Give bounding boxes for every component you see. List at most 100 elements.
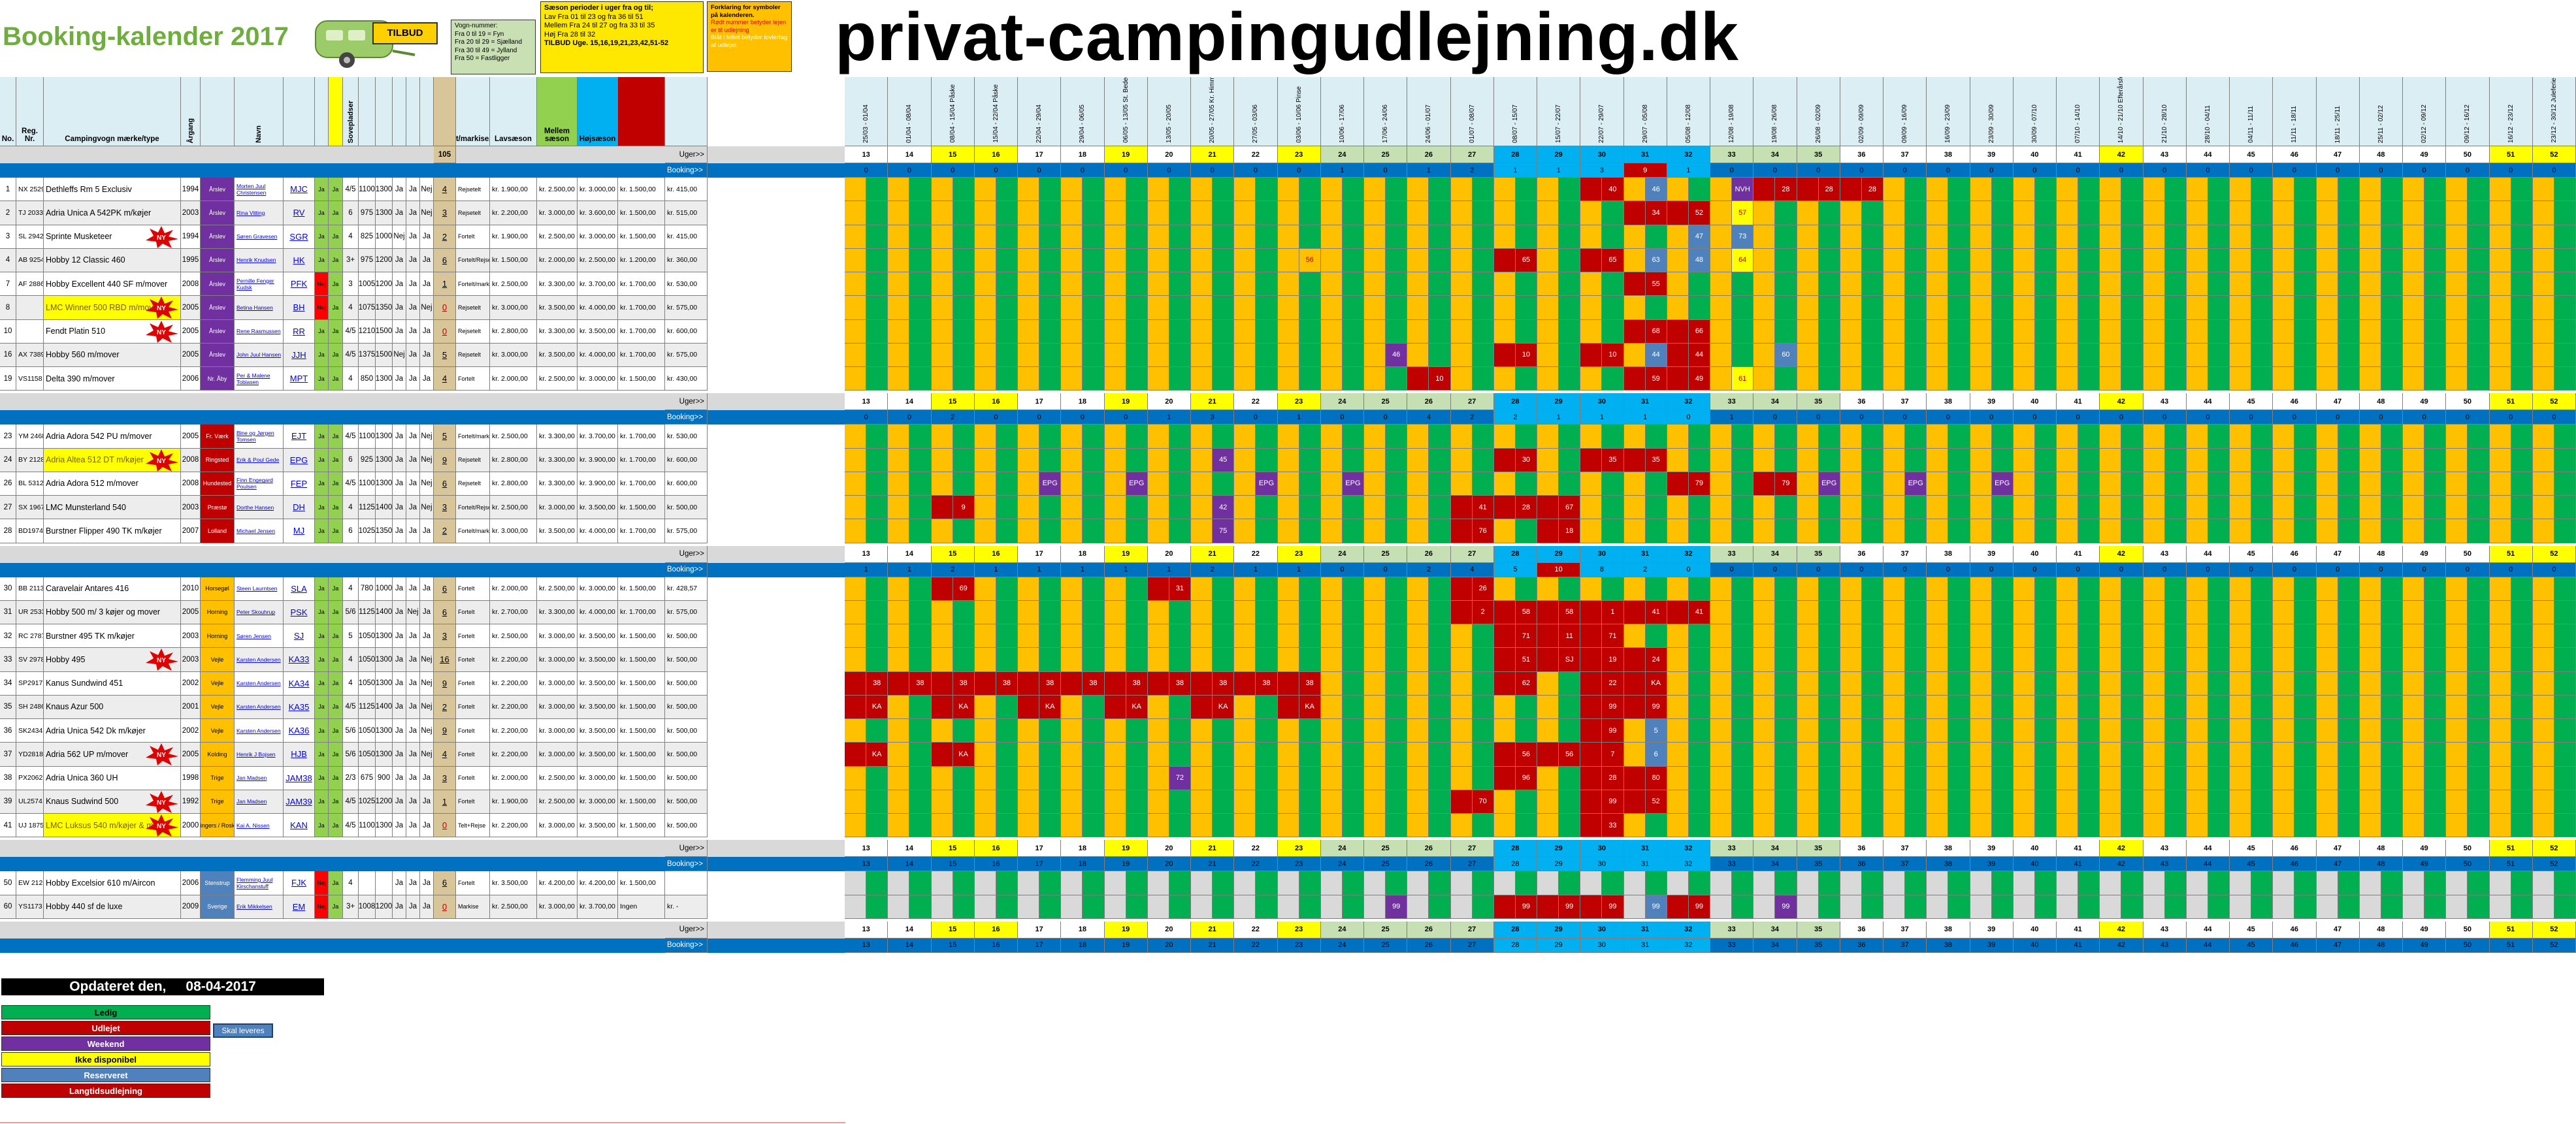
booking-cell[interactable]: 52 — [1645, 790, 1667, 814]
column-header-name[interactable]: Navn — [235, 77, 284, 146]
booking-cell[interactable] — [1840, 248, 1862, 272]
booking-cell[interactable] — [974, 577, 996, 601]
booking-cell[interactable] — [1883, 648, 1906, 672]
booking-cell[interactable] — [1191, 425, 1213, 449]
booking-cell[interactable] — [1623, 296, 1646, 320]
booking-cell[interactable] — [1039, 248, 1062, 272]
booking-cell[interactable] — [931, 367, 953, 391]
booking-cell[interactable]: 71 — [1515, 624, 1537, 649]
booking-cell[interactable] — [2186, 319, 2208, 344]
booking-cell[interactable] — [2273, 671, 2295, 696]
cell-ini[interactable]: MJC — [284, 178, 315, 202]
booking-cell[interactable] — [1472, 871, 1494, 895]
booking-cell[interactable] — [2359, 766, 2381, 790]
booking-cell[interactable] — [1991, 766, 2014, 790]
booking-cell[interactable] — [1732, 343, 1754, 367]
booking-cell[interactable] — [2511, 719, 2533, 743]
booking-cell[interactable] — [1559, 367, 1581, 391]
booking-cell[interactable] — [2013, 871, 2035, 895]
booking-cell[interactable] — [2554, 319, 2576, 344]
booking-cell[interactable] — [888, 895, 910, 919]
booking-cell[interactable] — [845, 766, 867, 790]
booking-cell[interactable] — [1213, 201, 1235, 225]
booking-cell[interactable]: 66 — [1688, 319, 1710, 344]
booking-cell[interactable] — [866, 895, 889, 919]
booking-cell[interactable] — [1039, 343, 1062, 367]
booking-cell[interactable] — [2208, 519, 2230, 543]
booking-cell[interactable] — [996, 343, 1018, 367]
booking-cell[interactable] — [1147, 766, 1169, 790]
booking-cell[interactable] — [2208, 448, 2230, 472]
booking-cell[interactable] — [953, 719, 975, 743]
booking-cell[interactable] — [2100, 178, 2122, 202]
booking-cell[interactable] — [2532, 425, 2554, 449]
booking-cell[interactable] — [1559, 178, 1581, 202]
booking-cell[interactable] — [1191, 743, 1213, 767]
booking-cell[interactable] — [1256, 766, 1278, 790]
booking-cell[interactable] — [2100, 296, 2122, 320]
booking-cell[interactable]: 38 — [1039, 671, 1062, 696]
booking-cell[interactable] — [1602, 496, 1624, 520]
booking-cell[interactable] — [2251, 296, 2274, 320]
booking-cell[interactable] — [2554, 719, 2576, 743]
booking-cell[interactable] — [2338, 743, 2360, 767]
booking-cell[interactable] — [1429, 496, 1451, 520]
booking-cell[interactable] — [1364, 296, 1386, 320]
booking-cell[interactable] — [2468, 695, 2490, 719]
booking-cell[interactable]: 62 — [1515, 671, 1537, 696]
booking-cell[interactable] — [1905, 577, 1927, 601]
cell-ini[interactable]: HJB — [284, 743, 315, 767]
booking-cell[interactable]: 2 — [1472, 600, 1494, 624]
booking-cell[interactable] — [1905, 766, 1927, 790]
booking-cell[interactable] — [1905, 248, 1927, 272]
booking-cell[interactable] — [2121, 814, 2144, 838]
booking-cell[interactable] — [2164, 272, 2187, 297]
booking-cell[interactable] — [2511, 472, 2533, 496]
booking-cell[interactable] — [2078, 472, 2100, 496]
booking-cell[interactable] — [2078, 577, 2100, 601]
booking-cell[interactable] — [2554, 895, 2576, 919]
booking-cell[interactable] — [2208, 496, 2230, 520]
booking-cell[interactable] — [1537, 671, 1559, 696]
booking-cell[interactable] — [2143, 577, 2165, 601]
booking-cell[interactable] — [1386, 519, 1408, 543]
booking-cell[interactable] — [1256, 719, 1278, 743]
booking-cell[interactable] — [2230, 448, 2252, 472]
booking-cell[interactable] — [1797, 743, 1819, 767]
booking-cell[interactable] — [2034, 272, 2057, 297]
booking-cell[interactable] — [2338, 367, 2360, 391]
booking-cell[interactable] — [996, 178, 1018, 202]
booking-cell[interactable] — [1299, 719, 1321, 743]
booking-cell[interactable]: 56 — [1299, 248, 1321, 272]
booking-cell[interactable] — [2251, 671, 2274, 696]
booking-cell[interactable] — [2489, 343, 2511, 367]
booking-cell[interactable] — [1147, 648, 1169, 672]
booking-cell[interactable] — [2294, 743, 2317, 767]
booking-cell[interactable] — [1515, 296, 1537, 320]
booking-cell[interactable] — [2013, 743, 2035, 767]
booking-cell[interactable] — [1429, 895, 1451, 919]
booking-cell[interactable] — [2273, 201, 2295, 225]
booking-cell[interactable] — [1710, 448, 1733, 472]
booking-cell[interactable] — [1797, 814, 1819, 838]
booking-cell[interactable] — [1667, 472, 1689, 496]
booking-cell[interactable] — [974, 790, 996, 814]
column-header-tent[interactable]: Telt/markise/sp — [456, 77, 490, 146]
booking-cell[interactable] — [1061, 895, 1083, 919]
booking-cell[interactable] — [1169, 272, 1191, 297]
booking-cell[interactable]: 10 — [1602, 343, 1624, 367]
booking-cell[interactable] — [1039, 296, 1062, 320]
booking-cell[interactable] — [953, 178, 975, 202]
booking-cell[interactable] — [2057, 367, 2079, 391]
booking-cell[interactable] — [2273, 814, 2295, 838]
booking-cell[interactable] — [1493, 719, 1516, 743]
booking-cell[interactable] — [2034, 766, 2057, 790]
booking-cell[interactable] — [1061, 671, 1083, 696]
booking-cell[interactable] — [1277, 496, 1299, 520]
booking-cell[interactable] — [2273, 766, 2295, 790]
booking-cell[interactable] — [2294, 624, 2317, 649]
booking-cell[interactable] — [1645, 814, 1667, 838]
booking-cell[interactable] — [1386, 648, 1408, 672]
booking-cell[interactable] — [1039, 178, 1062, 202]
booking-cell[interactable] — [1861, 296, 1883, 320]
